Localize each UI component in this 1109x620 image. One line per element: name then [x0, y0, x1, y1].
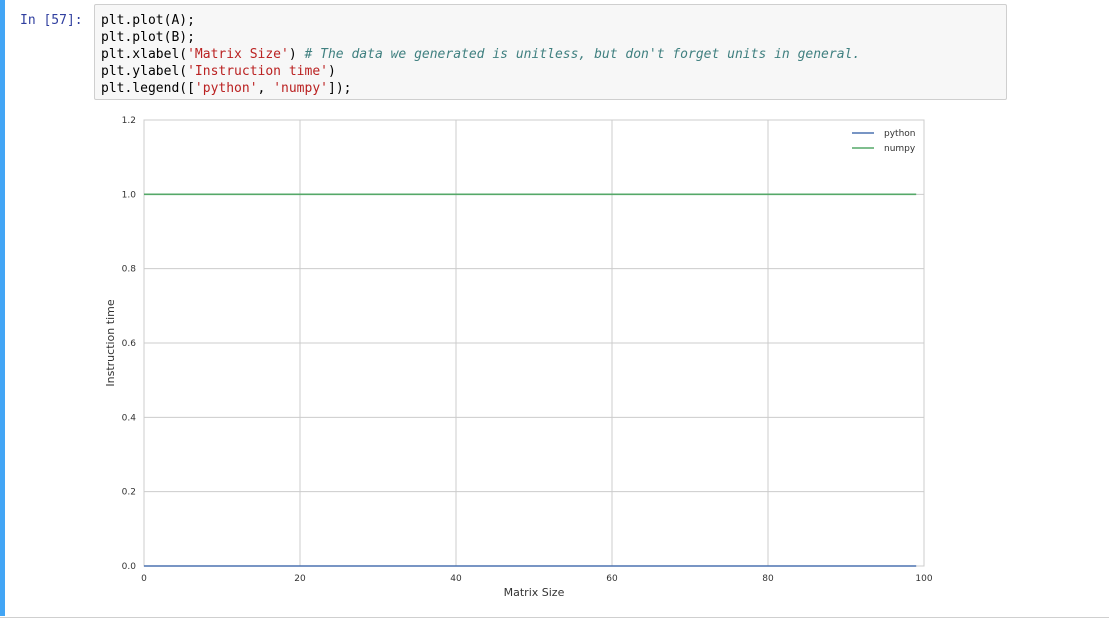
code-text: ]);	[328, 81, 352, 96]
code-text: plt.plot(B);	[101, 30, 195, 45]
y-axis-label: Instruction time	[104, 299, 117, 386]
code-line: plt.legend(['python', 'numpy']);	[101, 80, 860, 97]
code-text: )	[288, 47, 305, 62]
y-tick-label: 0.6	[122, 339, 137, 349]
x-tick-label: 20	[294, 574, 306, 584]
y-tick-label: 0.0	[122, 562, 137, 572]
legend-label: numpy	[884, 144, 916, 154]
code-comment: # The data we generated is unitless, but…	[304, 47, 861, 62]
input-prompt: In [57]:	[20, 13, 83, 28]
code-line: plt.plot(A);	[101, 12, 860, 29]
code-line: plt.ylabel('Instruction time')	[101, 63, 860, 80]
code-string: 'numpy'	[273, 81, 328, 96]
code-text: ,	[257, 81, 274, 96]
legend-label: python	[884, 129, 915, 139]
code-text: plt.xlabel(	[101, 47, 188, 62]
cell-selection-bar	[0, 0, 5, 616]
code-text: plt.legend([	[101, 81, 195, 96]
x-tick-label: 60	[606, 574, 618, 584]
code-text: plt.plot(A);	[101, 13, 195, 28]
y-tick-label: 1.2	[122, 116, 136, 126]
code-text: )	[327, 64, 336, 79]
x-tick-label: 0	[141, 574, 147, 584]
y-tick-label: 1.0	[122, 190, 137, 200]
y-tick-label: 0.8	[122, 265, 137, 275]
y-tick-label: 0.2	[122, 488, 136, 498]
code-string: 'python'	[194, 81, 258, 96]
x-tick-label: 40	[450, 574, 462, 584]
code-text: plt.ylabel(	[101, 64, 188, 79]
x-tick-label: 80	[762, 574, 774, 584]
code-line: plt.xlabel('Matrix Size') # The data we …	[101, 46, 860, 63]
y-tick-label: 0.4	[122, 413, 137, 423]
output-area: 0 20 40 60 80 100 0.0 0.2 0.4 0.6 0.8 1.0 1.2 Matrix …	[94, 108, 954, 608]
code-line: plt.plot(B);	[101, 29, 860, 46]
code-editor[interactable]: plt.plot(A); plt.plot(B); plt.xlabel('Matr…	[94, 4, 1007, 100]
x-tick-label: 100	[915, 574, 932, 584]
code-lines: plt.plot(A); plt.plot(B); plt.xlabel('Matr…	[101, 12, 860, 97]
code-string: 'Instruction time'	[187, 64, 328, 79]
x-axis-label: Matrix Size	[504, 586, 565, 599]
line-chart: 0 20 40 60 80 100 0.0 0.2 0.4 0.6 0.8 1.0 1.2 Matrix …	[104, 116, 933, 599]
code-string: 'Matrix Size'	[187, 47, 289, 62]
